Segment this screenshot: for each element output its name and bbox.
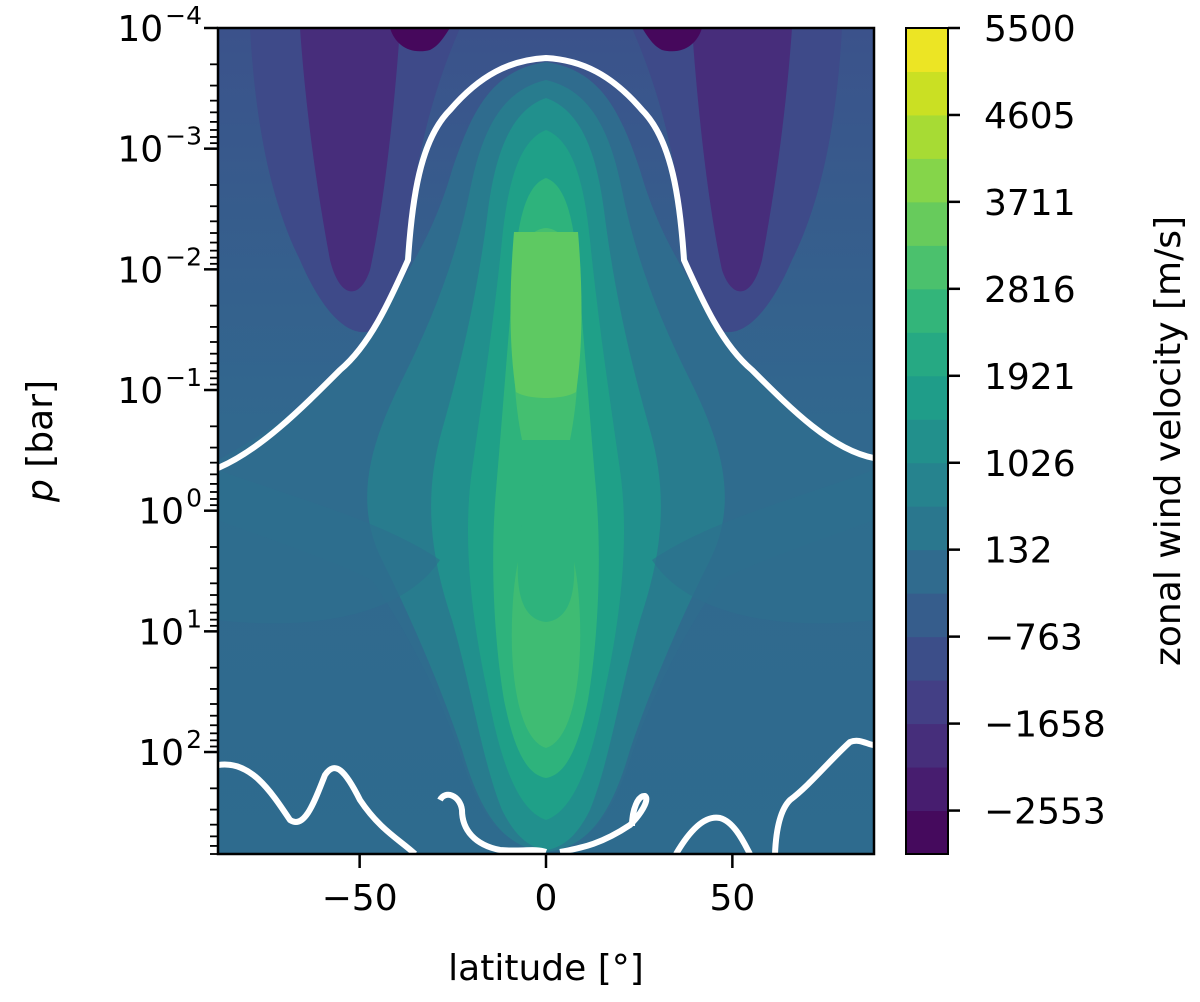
x-tick-label: −50 <box>322 878 398 919</box>
colorbar-frame <box>905 27 949 855</box>
colorbar-level <box>906 245 948 290</box>
colorbar-level <box>906 462 948 507</box>
zero-contour-upper <box>218 55 874 471</box>
y-tick-exponent: −2 <box>165 242 202 271</box>
colorbar-level <box>906 114 948 159</box>
x-axis: −50 0 50 <box>322 854 755 919</box>
colorbar-level <box>906 419 948 464</box>
contour-neg-right-inner <box>692 28 792 292</box>
y-tick-exponent: −3 <box>165 122 202 151</box>
y-tick-label: 10 <box>138 733 184 774</box>
colorbar-level <box>906 28 948 72</box>
colorbar <box>906 28 948 855</box>
colorbar-tick-label: 4605 <box>984 96 1076 137</box>
colorbar-level <box>906 593 948 638</box>
y-tick-exponent: −1 <box>165 363 202 392</box>
colorbar-level <box>906 158 948 203</box>
colorbar-tick-label: −2553 <box>984 792 1106 833</box>
colorbar-level <box>906 549 948 594</box>
x-tick-label: 50 <box>709 878 755 919</box>
colorbar-tick-label: −1658 <box>984 705 1106 746</box>
contour-jet-7b <box>517 485 575 622</box>
zero-contour-lower-left <box>218 761 418 854</box>
colorbar-tick-label: 132 <box>984 531 1053 572</box>
contour-neg-left-core <box>390 28 450 52</box>
x-axis-label: latitude [°] <box>448 948 644 989</box>
contour-neg-left-inner <box>300 28 400 292</box>
colorbar-tick-label: 2816 <box>984 270 1076 311</box>
y-tick-label: 10 <box>138 492 184 533</box>
colorbar-level <box>906 723 948 768</box>
colorbar-level <box>906 375 948 420</box>
colorbar-level <box>906 767 948 812</box>
y-tick-label: 10 <box>117 130 163 171</box>
zero-contour-lower-mid-right <box>559 793 650 854</box>
contour-jet-7 <box>510 232 582 398</box>
zero-contour-lower-mid-left <box>437 791 548 854</box>
y-tick-label: 10 <box>117 371 163 412</box>
x-tick-label: 0 <box>535 878 558 919</box>
y-tick-exponent: 0 <box>186 484 202 513</box>
colorbar-level <box>906 636 948 681</box>
contour-neg-right-core <box>642 28 702 52</box>
y-tick-label: 10 <box>117 9 163 50</box>
y-tick-base: 10 <box>117 130 163 171</box>
colorbar-level <box>906 201 948 246</box>
colorbar-level <box>906 506 948 551</box>
colorbar-ticks: 5500 4605 3711 2816 1921 1026 132 −763 −1658 −255… <box>948 9 1106 833</box>
y-tick-base: 10 <box>138 492 184 533</box>
y-tick-base: 10 <box>117 371 163 412</box>
y-tick-exponent: 1 <box>186 604 202 633</box>
plot-area <box>218 28 874 854</box>
y-tick-exponent: 2 <box>186 725 202 754</box>
y-tick-exponent: −4 <box>165 1 202 30</box>
y-tick-base: 10 <box>138 612 184 653</box>
y-tick-label: 10 <box>138 612 184 653</box>
y-tick-base: 10 <box>117 9 163 50</box>
colorbar-tick-label: −763 <box>984 618 1083 659</box>
colorbar-tick-label: 1026 <box>984 444 1076 485</box>
zero-contour-lower-right <box>673 737 874 854</box>
colorbar-level <box>906 71 948 116</box>
colorbar-level <box>906 288 948 333</box>
y-tick-label: 10 <box>117 250 163 291</box>
colorbar-level <box>906 680 948 725</box>
colorbar-tick-label: 5500 <box>984 9 1076 50</box>
y-tick-base: 10 <box>138 733 184 774</box>
colorbar-level <box>906 332 948 377</box>
y-tick-base: 10 <box>117 250 163 291</box>
y-axis-label: p [bar] <box>20 380 61 503</box>
colorbar-label: zonal wind velocity [m/s] <box>1148 216 1189 666</box>
contour-lower-band <box>218 470 874 624</box>
colorbar-level <box>906 810 948 855</box>
colorbar-tick-label: 1921 <box>984 357 1076 398</box>
colorbar-tick-label: 3711 <box>984 183 1076 224</box>
